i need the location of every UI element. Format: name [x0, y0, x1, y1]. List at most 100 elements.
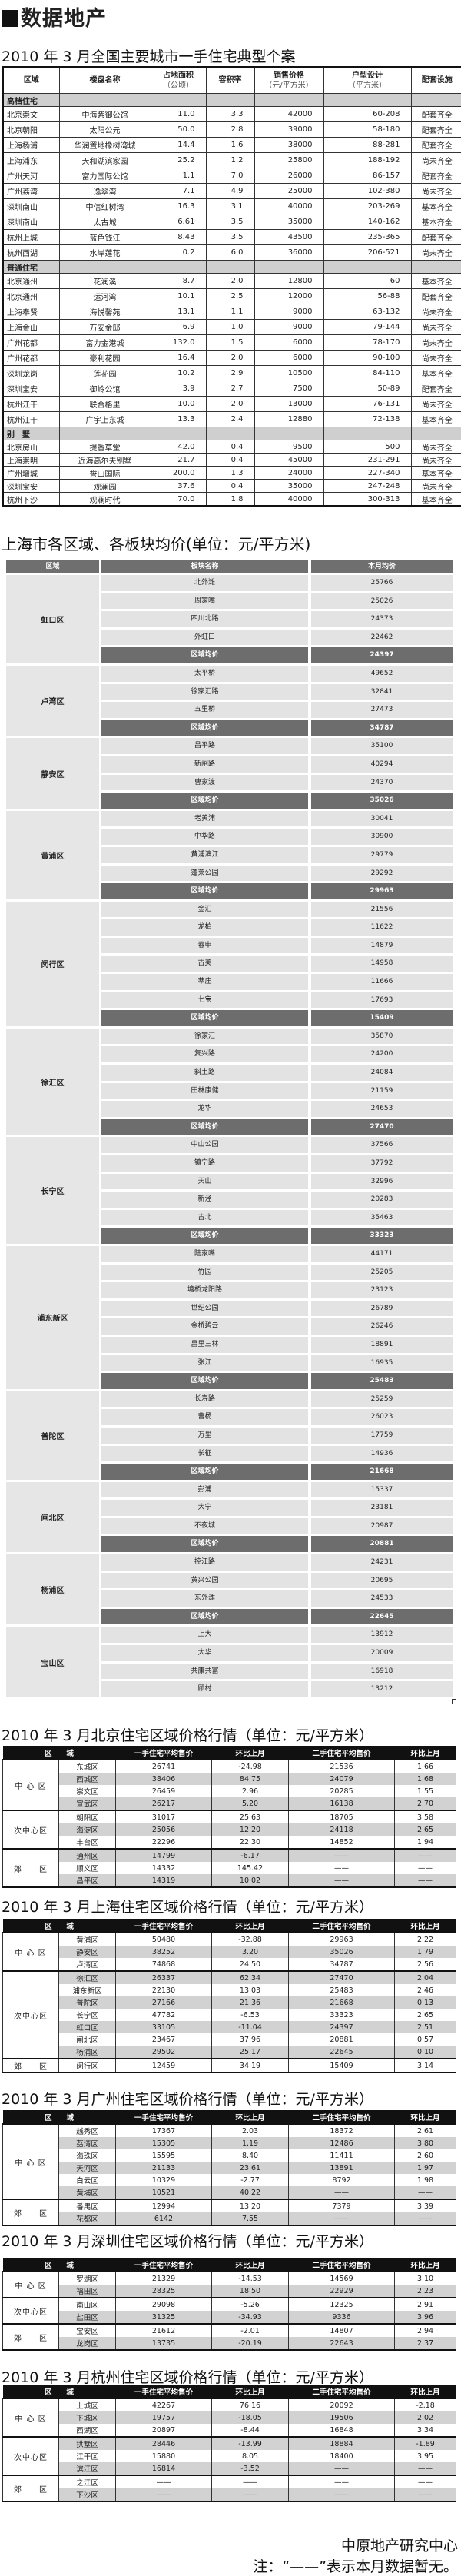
table-row: 顺义区 14332 145.42 —— ——: [3, 1862, 457, 1874]
average-label: 区域均价: [101, 793, 308, 809]
district-group: 宝山区 上大 13912 大华 20009 共康共富 16918 顾村 13212: [6, 1627, 453, 1700]
table-cell: -2.18: [394, 2398, 457, 2411]
table-cell: 尚未齐全: [410, 453, 461, 467]
table-cell: 广州增城: [2, 466, 60, 480]
table-row: 西城区 38406 84.75 24079 1.68: [3, 1773, 457, 1785]
block-name: 中山公园: [101, 1137, 308, 1153]
table-cell: ——: [288, 2186, 396, 2199]
table-cell: 2.91: [394, 2297, 457, 2311]
average-label: 区域均价: [101, 1373, 308, 1389]
table-cell: 50.0: [150, 121, 207, 138]
table-cell: -6.17: [211, 1848, 290, 1862]
table-cell: 3.95: [394, 2450, 457, 2462]
table-cell: 37.96: [211, 2033, 290, 2046]
section-row: 别 墅: [2, 427, 461, 440]
region-label: 郊 区: [2, 2199, 59, 2225]
table-cell: -1.89: [394, 2436, 457, 2450]
table-cell: 0.10: [394, 2046, 457, 2059]
table-row: 杭州西湖 水岸莲花 0.2 6.0 36000 206-521 尚未齐全: [2, 244, 461, 261]
table-cell: 7.1: [150, 183, 207, 199]
table-cell: 38406: [115, 1773, 213, 1785]
table-cell: 基本齐全: [410, 365, 461, 381]
header-row: 区 域一手住宅平均售价 环比上月 二手住宅平均售价 环比上月: [2, 2258, 456, 2272]
district-average-row: 区域均价 27470: [101, 1118, 453, 1135]
list-item: 镇宁路 37792: [101, 1155, 453, 1172]
table-cell: 0.57: [394, 2033, 457, 2046]
table-cell: 18705: [288, 1810, 396, 1823]
column-header-label: 区域: [23, 76, 39, 85]
district-name: 静安区: [6, 738, 99, 811]
table-row: 浦东新区 22130 13.03 25483 2.46: [3, 1984, 457, 1996]
list-item: 长寿路 25259: [101, 1391, 453, 1408]
table-row: 长宁区 47782 -6.53 33323 2.65: [3, 2009, 457, 2021]
table-cell: 11.0: [150, 106, 207, 122]
table-cell: 3.10: [394, 2271, 457, 2285]
table-cell: 10.1: [150, 288, 207, 304]
table-cell: 南山区: [58, 2297, 117, 2311]
table-cell: 24397: [288, 2021, 396, 2033]
block-name: 金汇: [101, 901, 308, 918]
table-cell: ——: [115, 2488, 213, 2501]
column-header: 区 域: [2, 1746, 116, 1760]
block-price: 11622: [311, 919, 453, 936]
district-rows: 彭浦 15337 大宁 23181 不夜城 20987 区域均价 20881: [101, 1481, 453, 1554]
table-cell: 配套齐全: [410, 229, 461, 245]
table-cell: 1.0: [205, 319, 255, 335]
table-cell: 25.17: [211, 2046, 290, 2059]
table-cell: 深圳宝安: [2, 479, 60, 493]
table-cell: 2.0: [205, 350, 255, 366]
table-cell: 尚未齐全: [410, 152, 461, 168]
district-group: 黄浦区 老黄浦 30041 中华路 30900 黄浦滨江 29779 蓬莱公园 29292 区域均…: [6, 810, 453, 902]
table-cell: 19506: [288, 2411, 396, 2424]
average-price: 33323: [311, 1228, 453, 1244]
table-cell: 2.04: [394, 1970, 457, 1984]
list-item: 共康共富 16918: [101, 1663, 453, 1680]
table-cell: 番禺区: [58, 2199, 117, 2212]
table-cell: 闵行区: [58, 2058, 117, 2072]
district-name: 闸北区: [6, 1481, 99, 1555]
block-price: 26023: [311, 1409, 453, 1425]
table-cell: 13735: [115, 2337, 213, 2350]
table-cell: 深圳龙岗: [2, 365, 60, 381]
list-item: 万里 17759: [101, 1427, 453, 1444]
table-cell: 1.1: [150, 168, 207, 184]
table-cell: 200.0: [150, 466, 207, 480]
table-row: 虹口区 33105 -11.04 24397 2.51: [3, 2021, 457, 2033]
table-cell: 天河区: [58, 2162, 117, 2174]
district-group: 长宁区 中山公园 37566 镇宁路 37792 天山 32996 新泾 20283 古北 3546…: [6, 1137, 453, 1246]
district-average-row: 区域均价 34787: [101, 720, 453, 736]
block-price: 24533: [311, 1590, 453, 1607]
district-group: 徐汇区 徐家汇 35870 复兴路 24200 斜土路 24084 田林康健 21159 龙华 24…: [6, 1028, 453, 1138]
block-name: 徐家汇: [101, 1028, 308, 1045]
list-item: 复兴路 24200: [101, 1046, 453, 1063]
table-row: 次中心区 南山区 29098 -5.26 12325 2.91: [2, 2297, 457, 2324]
table-cell: 北京朝阳: [2, 121, 60, 138]
table-cell: 上海崇明: [2, 453, 60, 467]
table-cell: 3.5: [205, 214, 255, 230]
table-cell: 22643: [288, 2337, 396, 2350]
table-cell: 丰台区: [58, 1836, 117, 1849]
table-cell: 中海紫御公馆: [58, 106, 151, 122]
table-row: 闸北区 23467 37.96 20881 0.57: [3, 2033, 457, 2046]
block-name: 莘庄: [101, 974, 308, 990]
table-row: 深圳龙岗 莲花园 10.2 2.9 10500 84-110 基本齐全: [2, 365, 461, 381]
column-header-label: 销售价格: [274, 71, 304, 80]
table-cell: ——: [115, 2475, 213, 2488]
block-name: 外虹口: [101, 629, 308, 646]
block-price: 14958: [311, 956, 453, 972]
table-cell: 宣武区: [58, 1797, 117, 1810]
district-average-row: 区域均价 24397: [101, 647, 453, 663]
table-cell: 60-208: [323, 106, 412, 122]
table-row: 郊 区通州区 14799 -6.17 —— ——: [2, 1848, 457, 1887]
region-label: 次中心区: [2, 2436, 59, 2475]
table-cell: 配套齐全: [410, 137, 461, 153]
table-cell: 3.1: [205, 198, 255, 214]
table-row: 郊 区之江区 —— —— —— ——: [2, 2475, 457, 2501]
column-header: 容积率: [205, 66, 255, 94]
section-label: 高档住宅: [2, 93, 60, 107]
table-row: 上海崇明 近海高尔夫别墅 21.7 0.4 45000 231-291 尚未齐全: [2, 453, 461, 467]
list-item: 天山 32996: [101, 1173, 453, 1190]
table-cell: 顺义区: [58, 1862, 117, 1874]
table-cell: 之江区: [58, 2475, 117, 2488]
block-price: 24200: [311, 1046, 453, 1063]
